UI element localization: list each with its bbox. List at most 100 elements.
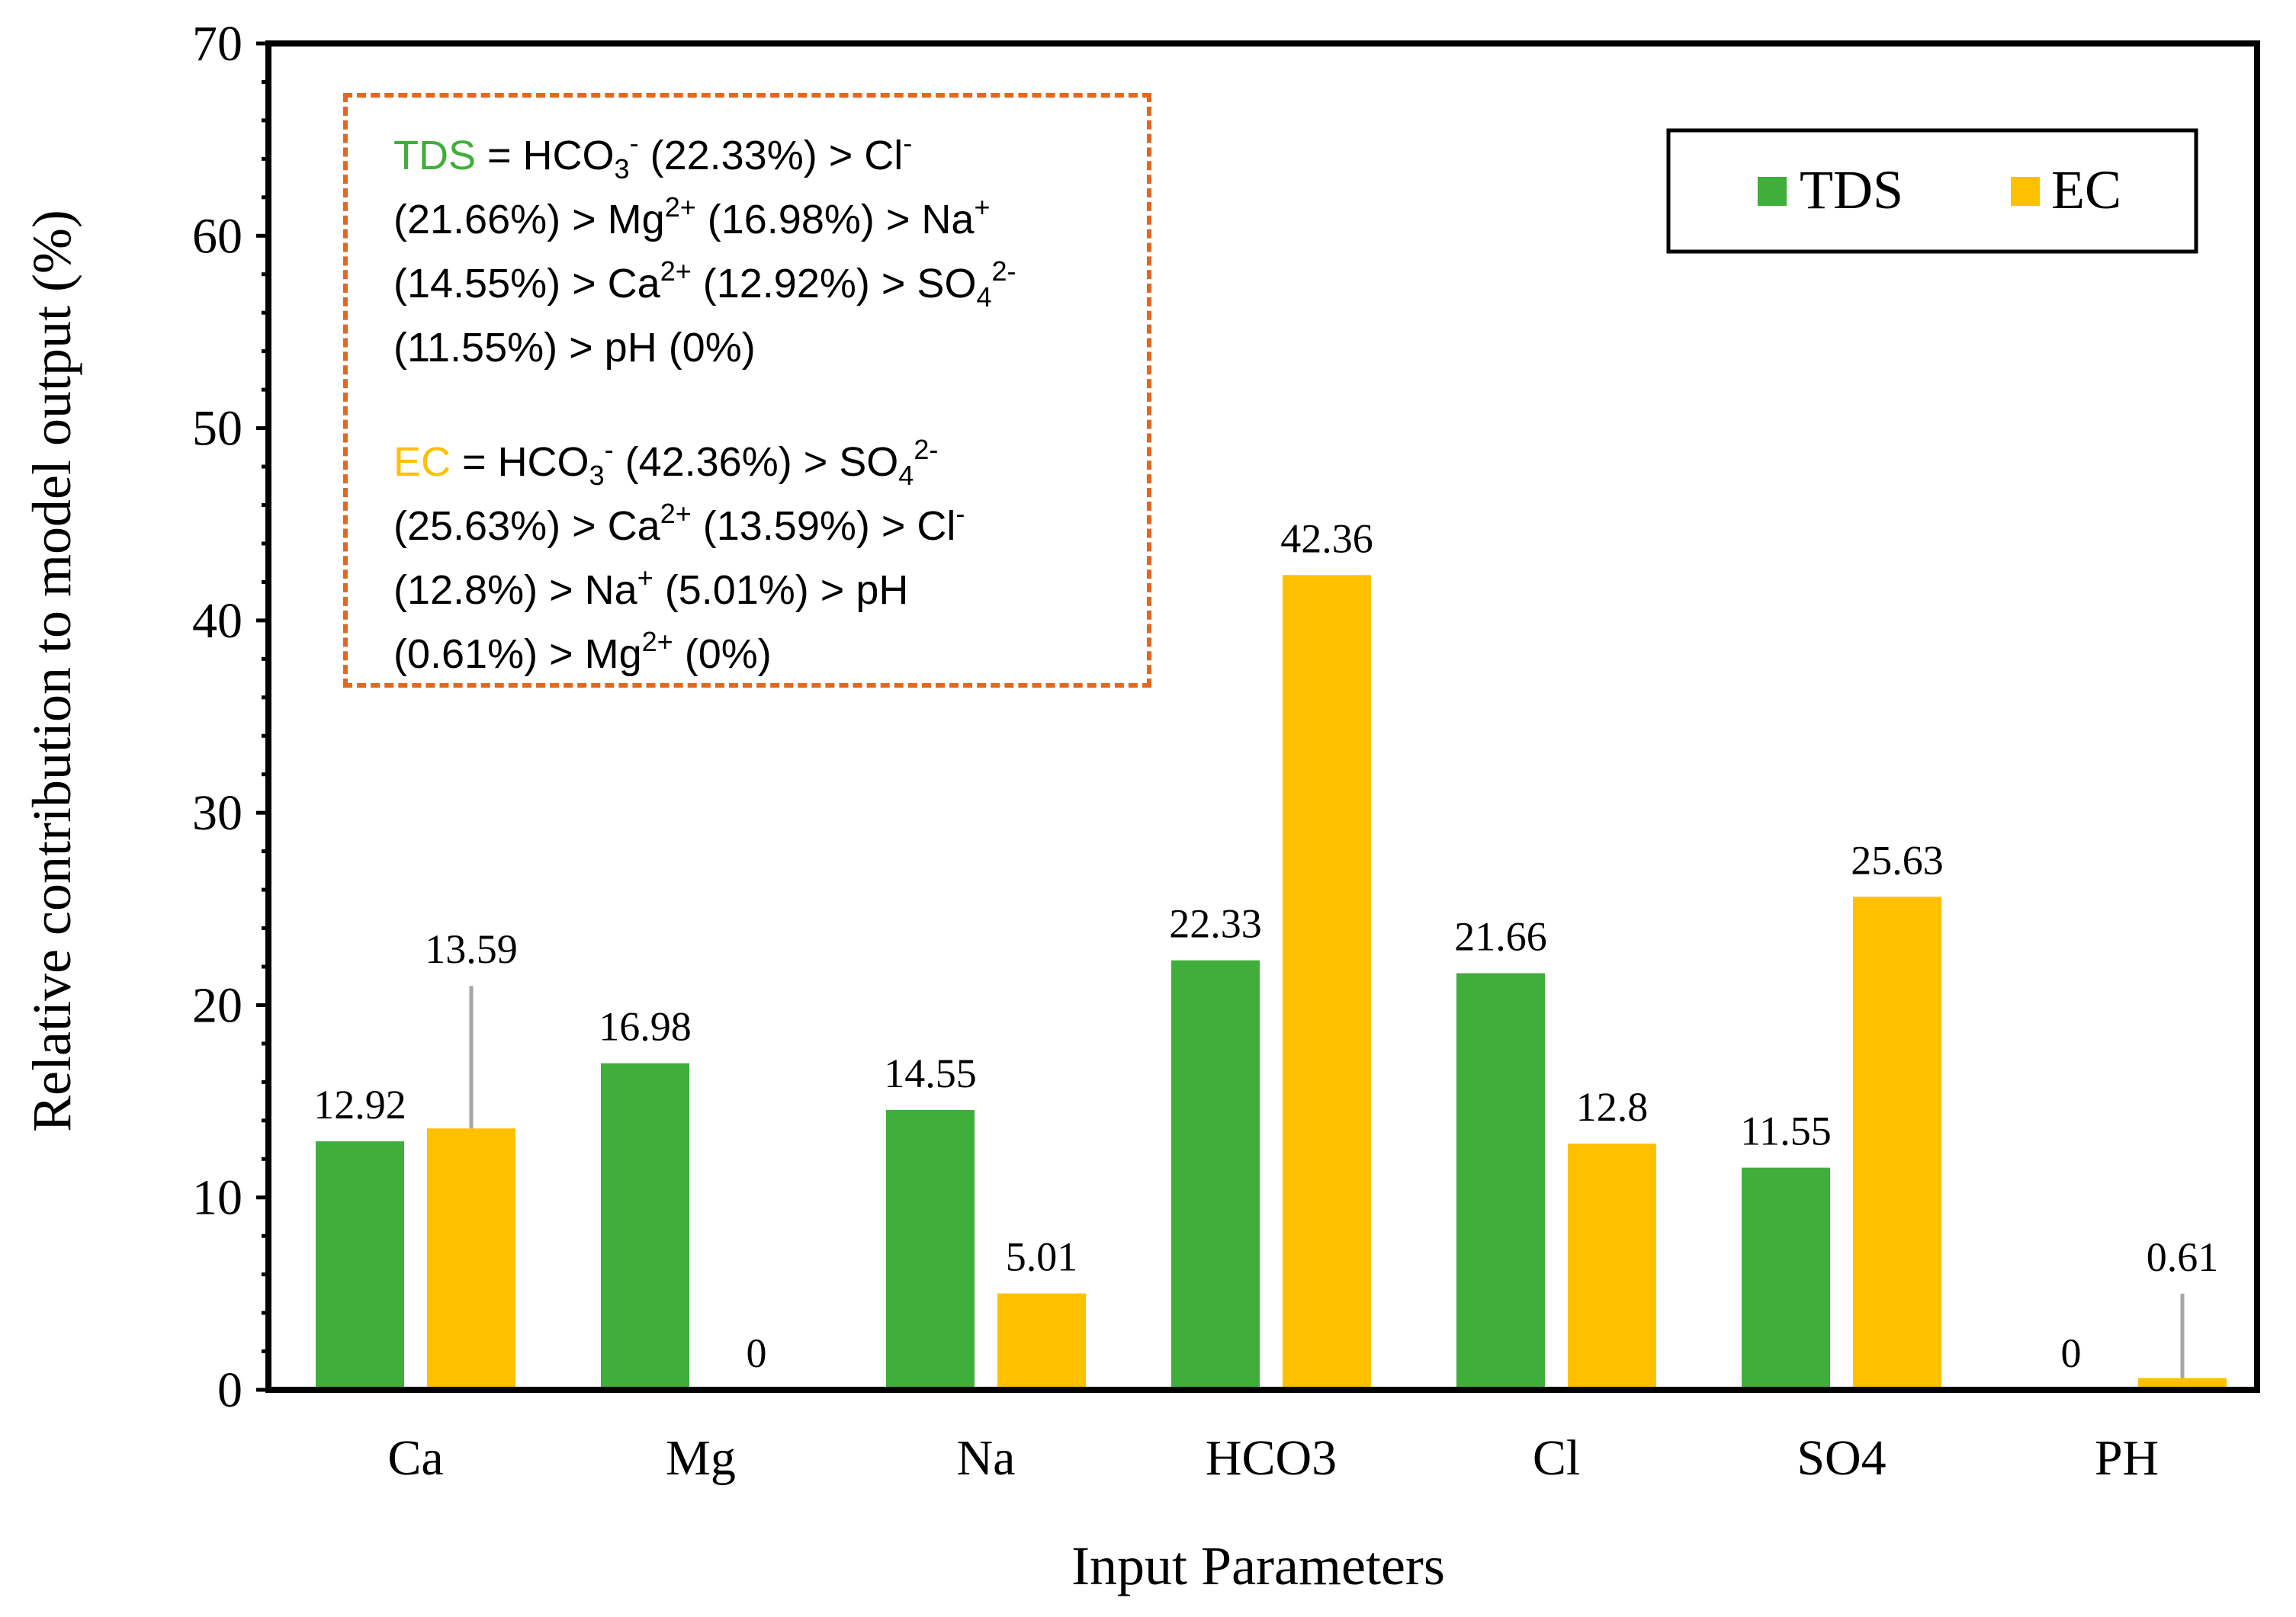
y-tick-label: 60 [192, 208, 242, 264]
y-ticks-group: 0 10 20 30 40 50 60 70 [192, 16, 268, 1418]
y-tick-label: 0 [217, 1362, 242, 1418]
bar-tds-hco3 [1171, 960, 1260, 1390]
legend-swatch-tds [1758, 177, 1787, 206]
tds-ranking-line-4: (11.55%) > pH (0%) [393, 325, 756, 371]
x-tick-label: Ca [387, 1430, 443, 1486]
data-label: 5.01 [1006, 1234, 1078, 1280]
data-label: 11.55 [1740, 1108, 1832, 1154]
data-label: 0 [2061, 1330, 2082, 1376]
ion-charge: 2- [991, 255, 1016, 287]
data-label: 22.33 [1169, 901, 1262, 947]
data-label: 16.98 [599, 1004, 692, 1050]
ranking-item: Ca2+ (12.92%) [607, 255, 870, 307]
ranking-slot: Ca2+ (12.92%) [607, 255, 870, 307]
x-tick-label: Mg [666, 1430, 736, 1486]
ranking-slot: (11.55%) [393, 325, 558, 371]
x-tick-label: Na [957, 1430, 1016, 1486]
data-label: 12.92 [313, 1082, 406, 1128]
ranking-item: Mg2+ (16.98%) [607, 191, 875, 243]
data-label: 12.8 [1576, 1084, 1649, 1130]
bar-ec-na [997, 1293, 1086, 1390]
ec-ranking-line-2: (25.63%) > Ca2+ (13.59%) > Cl- [393, 498, 965, 550]
ranking-slot: (14.55%) [393, 261, 561, 306]
bar-tds-mg [601, 1063, 689, 1390]
ranking-slot: pH [856, 567, 908, 613]
ion-charge: - [955, 498, 965, 529]
ec-ranking-name: EC [393, 439, 451, 485]
bar-tds-so4 [1742, 1167, 1830, 1390]
ion-charge: 2+ [641, 626, 673, 657]
ranking-item: SO42- [917, 255, 1016, 313]
ion-charge: 2+ [660, 255, 692, 287]
ion-subscript: 4 [976, 281, 992, 313]
ranking-slot: SO42- [917, 255, 1016, 313]
data-label: 14.55 [884, 1051, 977, 1096]
ranking-item: Ca2+ (13.59%) [607, 498, 870, 550]
y-axis-label-group: Relative contribution to model output (%… [21, 210, 82, 1132]
bar-tds-ca [316, 1141, 404, 1390]
ranking-slot: (0.61%) [393, 631, 538, 677]
x-tick-label: Cl [1533, 1430, 1580, 1486]
ranking-slot: pH (0%) [605, 325, 756, 371]
ranking-item: HCO3- (22.33%) [522, 127, 817, 184]
y-tick-label: 10 [192, 1170, 242, 1226]
bar-ec-cl [1568, 1144, 1656, 1390]
ranking-slot: HCO3- (22.33%) [522, 127, 817, 184]
y-tick-label: 40 [192, 593, 242, 649]
legend: TDS EC [1666, 128, 2198, 254]
data-label: 42.36 [1280, 515, 1373, 561]
legend-label-tds: TDS [1800, 159, 1903, 220]
ranking-slot: Ca2+ (13.59%) [607, 498, 870, 550]
ranking-item: Cl- [864, 127, 913, 179]
y-tick-label: 20 [192, 977, 242, 1033]
x-tick-labels-group: Ca Mg Na HCO3 Cl SO4 PH [387, 1430, 2159, 1486]
bar-tds-cl [1456, 973, 1545, 1390]
plot-area-frame [265, 40, 2260, 1393]
ranking-slot: (12.8%) [393, 567, 538, 613]
data-label: 25.63 [1851, 837, 1944, 883]
data-label: 0.61 [2147, 1234, 2219, 1280]
ranking-annotation-box: TDS = HCO3- (22.33%) > Cl- (21.66%) > Mg… [343, 93, 1151, 688]
legend-swatch-ec [2011, 177, 2040, 206]
ion-subscript: 3 [589, 460, 605, 491]
legend-box [1666, 128, 2198, 254]
ec-ranking-line-4: (0.61%) > Mg2+ (0%) [393, 626, 772, 678]
ion-charge: 2+ [660, 498, 692, 529]
ranking-item: HCO3- (42.36%) [497, 434, 792, 491]
y-tick-label: 70 [192, 16, 242, 72]
x-tick-label: PH [2095, 1430, 2159, 1486]
ion-charge: - [629, 127, 639, 159]
ranking-item: Na+ (5.01%) [584, 562, 809, 614]
ranking-item: Mg2+ (0%) [584, 626, 772, 678]
ranking-item: Na+ [921, 191, 991, 243]
tds-ranking-name: TDS [393, 133, 476, 178]
ranking-slot: HCO3- (42.36%) [497, 434, 792, 491]
annotation-spacer [393, 380, 1147, 430]
bar-tds-na [886, 1109, 975, 1390]
legend-label-ec: EC [2051, 159, 2121, 220]
ranking-slot: (25.63%) [393, 503, 561, 549]
tds-ranking-line-2: (21.66%) > Mg2+ (16.98%) > Na+ [393, 191, 991, 243]
bar-ec-hco3 [1283, 575, 1371, 1391]
y-tick-label: 50 [192, 401, 242, 457]
data-label: 0 [747, 1330, 767, 1376]
ion-charge: 2+ [664, 191, 696, 223]
ion-subscript: 4 [898, 460, 914, 491]
ec-ranking-line-1: EC = HCO3- (42.36%) > SO42- [393, 434, 939, 491]
ion-charge: - [604, 434, 614, 465]
x-axis-label: Input Parameters [1071, 1535, 1445, 1596]
bar-ec-so4 [1853, 897, 1941, 1390]
ranking-slot: Mg2+ (0%) [584, 626, 772, 678]
ranking-slot: Cl- [864, 127, 913, 179]
ion-subscript: 3 [614, 153, 630, 184]
x-tick-label: HCO3 [1206, 1430, 1337, 1486]
ranking-slot: (21.66%) [393, 197, 561, 242]
ion-charge: - [903, 127, 913, 159]
ion-charge: 2- [914, 434, 939, 465]
error-bars-group [469, 986, 2185, 1378]
bars-group [316, 575, 2227, 1391]
ion-charge: + [637, 562, 653, 593]
tds-ranking-line-1: TDS = HCO3- (22.33%) > Cl- [393, 127, 913, 184]
